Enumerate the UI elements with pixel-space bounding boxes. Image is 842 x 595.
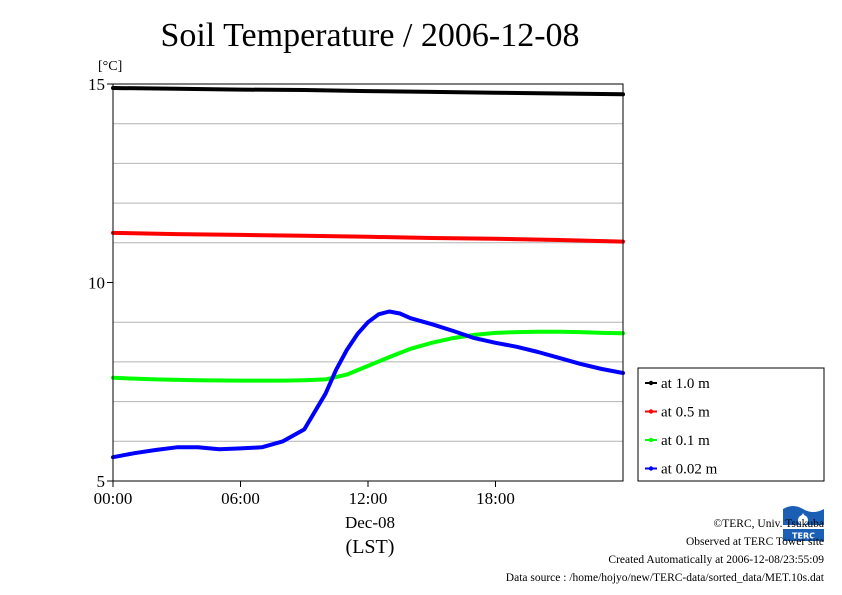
series-line-0 [111,86,625,97]
x-axis-ticks: 00:00 06:00 12:00 18:00 [94,481,515,508]
y-axis-ticks: 5 10 15 [88,75,113,491]
y-tick-label-1: 10 [88,274,105,293]
x-tick-label-0: 00:00 [94,489,133,508]
legend: at 1.0 m at 0.5 m at 0.1 m at 0.02 m [637,367,825,482]
terc-logo-icon: TERC [781,503,826,543]
legend-label-0: at 1.0 m [661,376,710,392]
series-line-3 [111,309,625,460]
legend-marker-1 [648,409,654,414]
footer-copyright: ©TERC, Univ. Tsukuba [713,518,824,530]
chart-title: Soil Temperature / 2006-12-08 [160,17,579,54]
series-line-2 [111,329,625,383]
legend-marker-2 [648,437,654,443]
x-axis-label: (LST) [346,536,395,558]
footer-observed: Observed at TERC Tower site [685,536,824,548]
x-tick-label-2: 12:00 [349,489,388,508]
legend-label-3: at 0.02 m [661,462,718,478]
y-tick-label-0: 5 [97,472,106,491]
terc-logo-text: TERC [792,532,815,541]
x-axis-date-label: Dec-08 [345,513,395,532]
legend-label-2: at 0.1 m [661,433,710,449]
series-lines [111,86,625,460]
terc-logo: TERC [781,503,826,543]
legend-label-1: at 0.5 m [661,405,710,421]
x-tick-label-1: 06:00 [221,489,260,508]
y-axis-unit: [°C] [98,59,122,74]
y-tick-label-2: 15 [88,75,105,94]
legend-marker-0 [648,380,654,386]
series-line-1 [111,230,625,244]
grid-lines [113,123,623,442]
x-tick-label-3: 18:00 [476,489,515,508]
footer-source: Data source : /home/hojyo/new/TERC-data/… [505,572,824,584]
footer-created: Created Automatically at 2006-12-08/23:5… [608,554,824,566]
legend-box [637,367,825,482]
plot-frame [112,83,624,482]
legend-marker-3 [648,466,654,471]
